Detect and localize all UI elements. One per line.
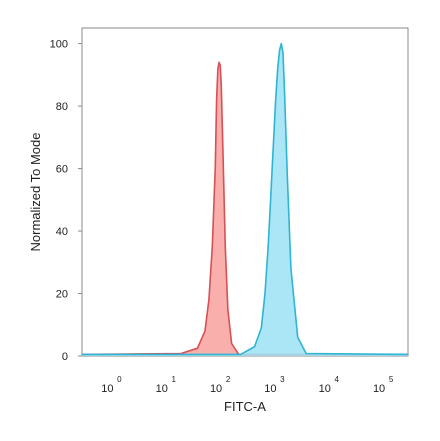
y-tick-label: 80 — [56, 101, 68, 113]
x-tick-exponent: 3 — [280, 375, 285, 384]
y-tick-label: 0 — [62, 351, 68, 363]
x-tick-exponent: 5 — [389, 375, 394, 384]
y-tick-label: 60 — [56, 164, 68, 176]
y-tick-label: 20 — [56, 289, 68, 301]
x-tick-exponent: 2 — [226, 375, 231, 384]
x-tick-label: 10 — [319, 383, 331, 395]
histogram-series-2-fill — [82, 43, 408, 357]
x-tick-exponent: 4 — [335, 375, 340, 384]
x-axis-ticks: 10 0 10 1 10 2 10 3 10 4 10 5 — [101, 375, 394, 395]
histogram-series-1-fill — [82, 62, 408, 357]
x-tick-exponent: 1 — [172, 375, 177, 384]
x-tick-label: 10 — [373, 383, 385, 395]
histogram-series-1-line — [81, 61, 408, 356]
y-tick-label: 100 — [50, 39, 68, 51]
y-axis-ticks: 0 20 40 60 80 100 — [50, 39, 82, 363]
plot-frame — [81, 27, 409, 357]
x-tick-label: 10 — [101, 383, 113, 395]
histogram-series-2 — [82, 42, 409, 357]
histogram-series-2-line — [82, 42, 409, 356]
x-tick-label: 10 — [210, 383, 222, 395]
x-tick-label: 10 — [264, 383, 276, 395]
series-layer — [81, 42, 409, 357]
x-tick-exponent: 0 — [117, 375, 122, 384]
histogram-series-1 — [81, 61, 408, 357]
y-tick-label: 40 — [56, 226, 68, 238]
y-axis-label: Normalized To Mode — [28, 133, 43, 252]
x-tick-label: 10 — [156, 383, 168, 395]
x-axis-label: FITC-A — [224, 399, 266, 414]
